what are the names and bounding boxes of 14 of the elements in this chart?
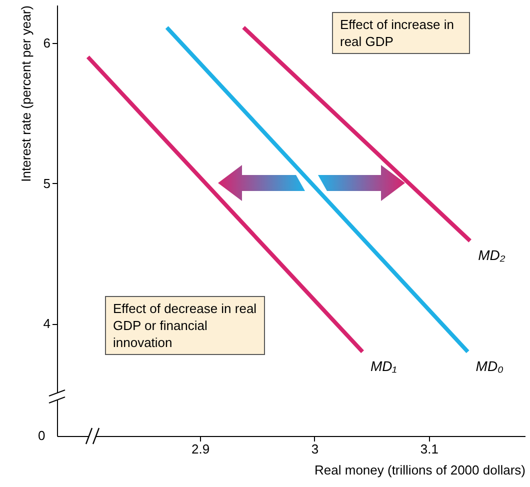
annotation: Effect of increase in real GDP bbox=[332, 12, 470, 54]
annotation: Effect of decrease in real GDP or financial innovation bbox=[105, 296, 265, 355]
y-tick-label: 5 bbox=[43, 176, 50, 191]
x-tick-label: 2.9 bbox=[191, 442, 210, 456]
y-axis-title: Interest rate (percent per year) bbox=[18, 6, 34, 182]
series-label: MD₁ bbox=[370, 358, 398, 374]
x-tick-label: 3.1 bbox=[420, 442, 438, 456]
x-axis-title: Real money (trillions of 2000 dollars) bbox=[314, 462, 526, 478]
series-label: MD₂ bbox=[478, 246, 506, 263]
text: 0 bbox=[38, 427, 46, 444]
series-label: MD₀ bbox=[476, 358, 504, 374]
y-tick-label: 4 bbox=[43, 316, 50, 332]
y-tick-label: 6 bbox=[43, 35, 50, 50]
x-tick-label: 3 bbox=[311, 442, 319, 456]
